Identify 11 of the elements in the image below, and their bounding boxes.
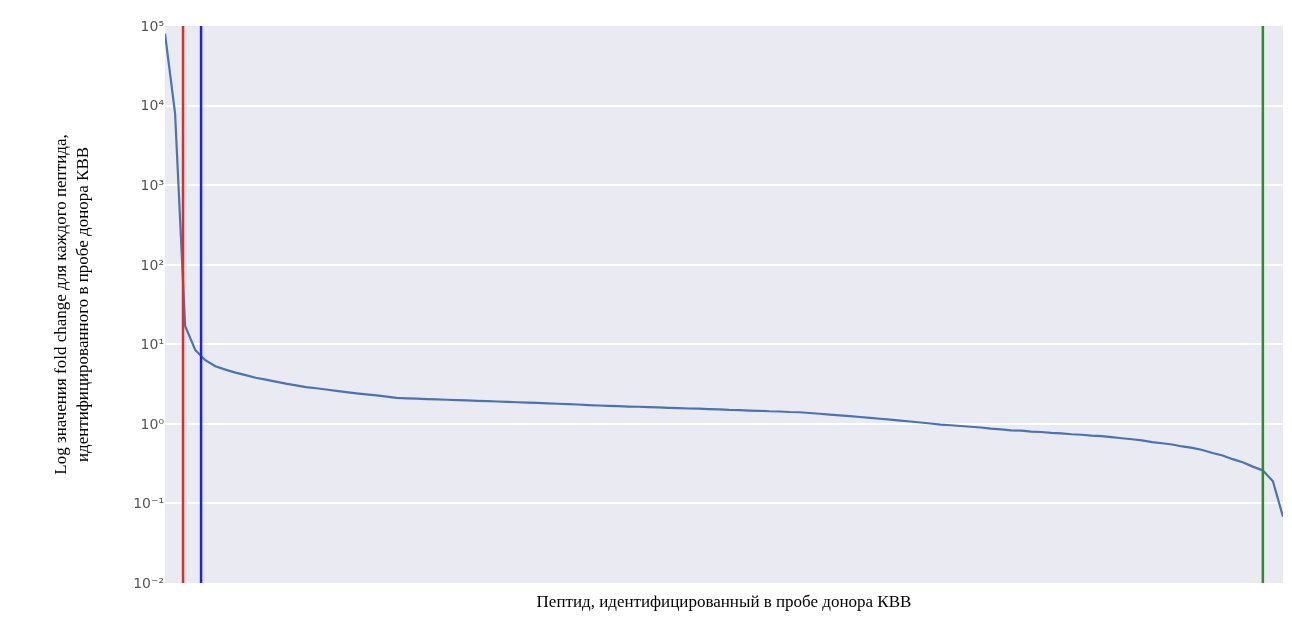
- y-tick-label: 10¹: [140, 336, 164, 353]
- y-tick-label: 10⁴: [140, 97, 165, 114]
- y-tick-label: 10⁵: [140, 17, 164, 34]
- x-axis-title: Пептид, идентифицированный в пробе донора КВВ: [536, 592, 912, 612]
- y-tick-label: 10⁰: [140, 415, 165, 432]
- y-tick-label: 10³: [140, 177, 164, 194]
- y-tick-label: 10²: [140, 256, 164, 273]
- line-series: [165, 32, 1283, 518]
- y-tick-label: 10⁻²: [133, 574, 164, 591]
- y-axis-title: Log значения fold change для каждого пептида, идентифицированного в пробе донора КВВ: [50, 134, 92, 475]
- y-tick-label: 10⁻¹: [133, 495, 164, 512]
